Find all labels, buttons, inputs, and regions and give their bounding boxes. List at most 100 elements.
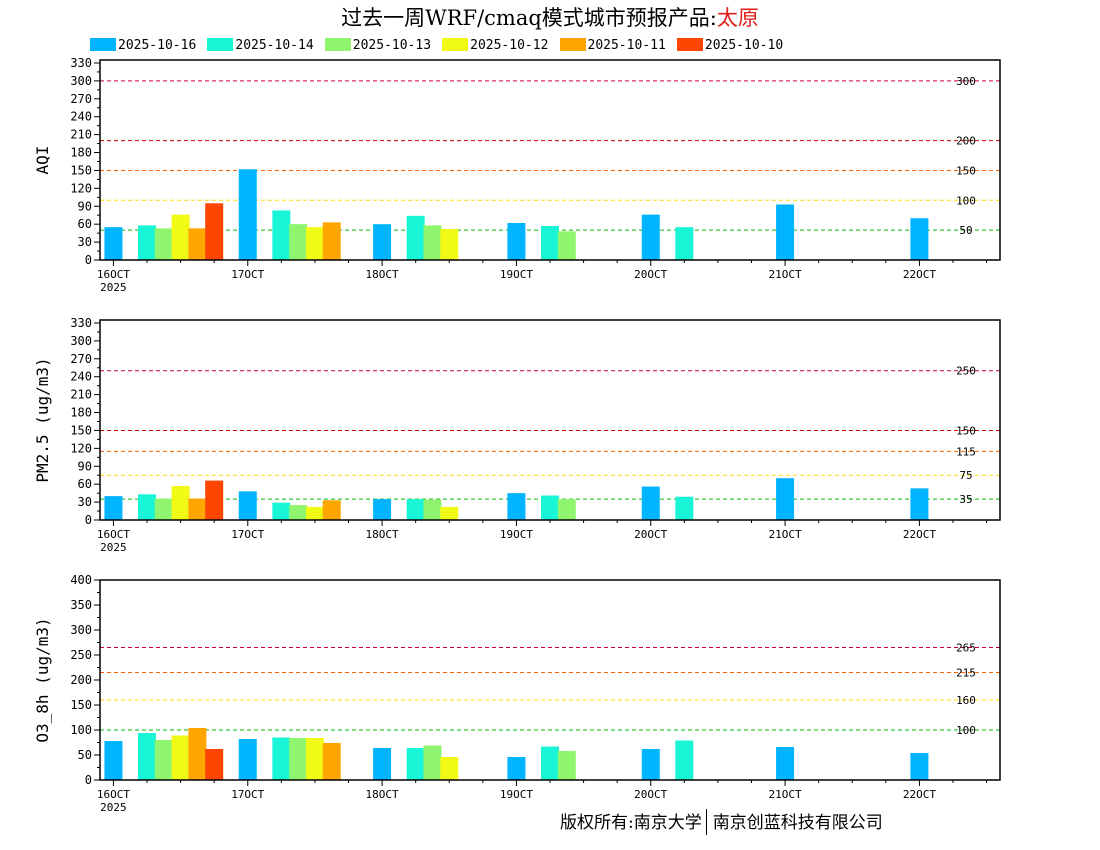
legend-swatch [559, 38, 586, 51]
threshold-label: 265 [956, 642, 976, 655]
y-tick-label: 0 [85, 513, 92, 527]
x-tick-label: 21OCT [769, 268, 802, 281]
bar [322, 500, 341, 520]
bar [171, 485, 190, 520]
bar [507, 757, 526, 780]
x-tick-label: 19OCT [500, 268, 533, 281]
chart-title: 过去一周WRF/cmaq模式城市预报产品:太原 [0, 2, 1100, 32]
threshold-label: 150 [956, 424, 976, 437]
bar [289, 738, 308, 780]
bar [154, 228, 173, 260]
x-tick-label: 20OCT [634, 788, 667, 801]
threshold-label: 75 [959, 469, 972, 482]
bar [440, 506, 459, 520]
bar [440, 228, 459, 260]
bar [373, 224, 392, 260]
legend-label: 2025-10-13 [352, 38, 432, 53]
threshold-label: 300 [956, 75, 976, 88]
y-tick-label: 330 [70, 316, 92, 330]
legend-swatch [442, 38, 469, 51]
threshold-label: 50 [959, 224, 972, 237]
y-tick-label: 150 [70, 423, 92, 437]
x-tick-label: 18OCT [366, 528, 399, 541]
bar [406, 748, 425, 780]
y-tick-label: 270 [70, 352, 92, 366]
bar [776, 204, 795, 260]
x-tick-label: 20OCT [634, 268, 667, 281]
bar [557, 751, 576, 780]
bar [305, 738, 324, 780]
legend-label: 2025-10-10 [704, 38, 784, 53]
y-tick-label: 300 [70, 334, 92, 348]
x-tick-sublabel: 2025 [100, 801, 127, 814]
x-tick-label: 21OCT [769, 788, 802, 801]
bar [541, 225, 559, 260]
bar [322, 222, 341, 260]
y-tick-label: 400 [70, 573, 92, 587]
legend-label: 2025-10-16 [118, 38, 197, 53]
bar [305, 227, 324, 260]
bar [423, 499, 442, 520]
legend-label: 2025-10-12 [470, 38, 549, 53]
bar [205, 749, 224, 780]
bar [272, 502, 291, 520]
bar [776, 747, 795, 780]
chart-title-main: 过去一周WRF/cmaq模式城市预报产品: [341, 6, 717, 30]
chart-panel-3: 265 215 160 100 0 50 100 150 200 250 300 350 400 16OC… [33, 573, 1001, 814]
bar [154, 740, 173, 780]
bar [154, 498, 173, 520]
y-tick-label: 180 [70, 406, 92, 420]
x-tick-label: 21OCT [769, 528, 802, 541]
y-tick-label: 210 [70, 128, 92, 142]
threshold-label: 35 [959, 493, 972, 506]
footer-company: 南京创蓝科技有限公司 [712, 813, 883, 833]
bar [507, 493, 526, 520]
y-tick-label: 240 [70, 370, 92, 384]
legend-item: 2025-10-12 [442, 38, 548, 53]
y-axis-label: O3_8h (ug/m3) [33, 617, 52, 742]
x-tick-label: 22OCT [903, 268, 936, 281]
y-tick-label: 0 [85, 253, 92, 267]
y-tick-label: 200 [70, 673, 92, 687]
bar [138, 494, 157, 520]
bar [205, 203, 224, 260]
legend: 2025-10-16 2025-10-14 2025-10-13 2025-10… [90, 35, 789, 53]
x-tick-label: 17OCT [231, 528, 264, 541]
bar [272, 737, 291, 780]
bar [776, 478, 795, 520]
bar [373, 499, 392, 520]
bar [541, 746, 559, 780]
y-tick-label: 210 [70, 388, 92, 402]
bar [289, 505, 308, 520]
threshold-label: 115 [956, 445, 976, 458]
bar [541, 495, 559, 520]
y-tick-label: 300 [70, 623, 92, 637]
bar [272, 210, 291, 260]
y-tick-label: 270 [70, 92, 92, 106]
chart-panel-1: 300 200 150 100 50 0 30 60 90 120 150 180 210 240 270 3… [33, 56, 1001, 294]
y-tick-label: 180 [70, 146, 92, 160]
bar [188, 728, 207, 780]
threshold-label: 160 [956, 694, 976, 707]
x-tick-label: 22OCT [903, 528, 936, 541]
x-tick-label: 18OCT [366, 788, 399, 801]
footer-separator [705, 809, 707, 835]
x-tick-label: 18OCT [366, 268, 399, 281]
bar [171, 735, 190, 780]
threshold-label: 250 [956, 365, 976, 378]
bar [423, 745, 442, 780]
y-tick-label: 240 [70, 110, 92, 124]
bar [557, 231, 576, 260]
plot-frame [99, 319, 1001, 521]
y-tick-label: 120 [70, 441, 92, 455]
y-tick-label: 350 [70, 598, 92, 612]
threshold-label: 100 [956, 194, 976, 207]
x-tick-label: 16OCT [97, 788, 130, 801]
threshold-label: 215 [956, 667, 976, 680]
bar [373, 748, 392, 780]
bar [641, 486, 660, 520]
bar [423, 225, 442, 260]
y-axis-label: PM2.5 (ug/m3) [33, 357, 52, 482]
bar [138, 225, 157, 260]
y-tick-label: 0 [85, 773, 92, 787]
